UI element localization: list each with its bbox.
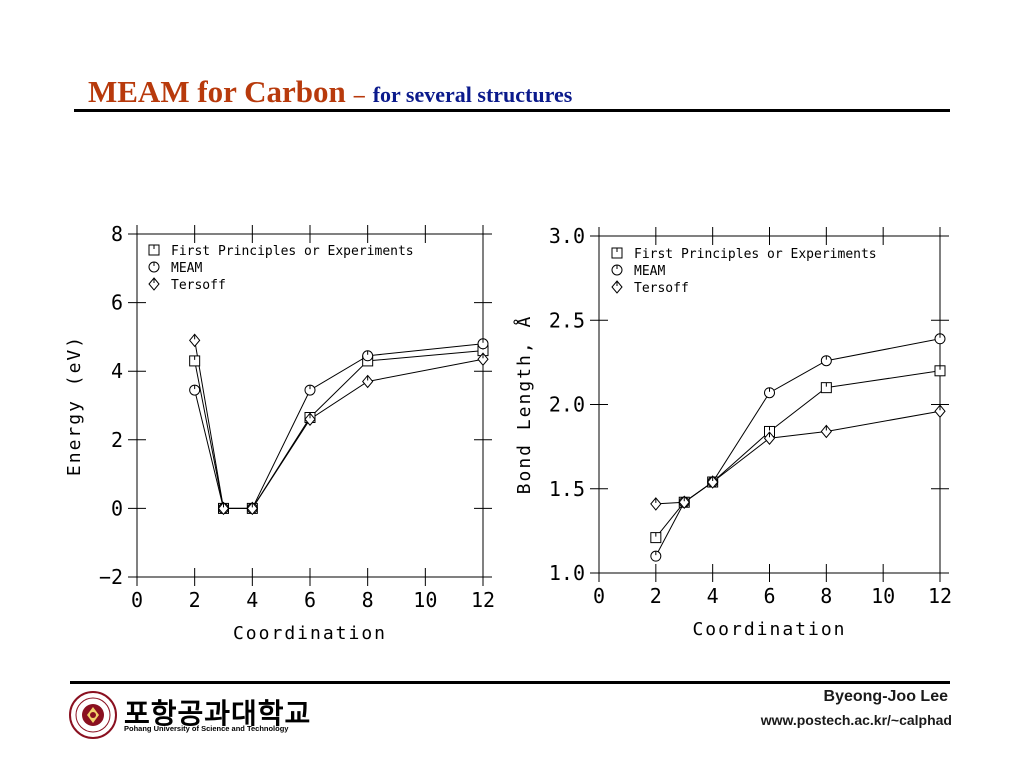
legend-marker-square	[148, 244, 160, 256]
data-point-circle	[189, 384, 201, 396]
x-axis-label: Coordination	[692, 619, 846, 640]
y-axis-label: Bond Length, Å	[513, 315, 535, 495]
data-point-diamond	[650, 497, 662, 511]
data-point-diamond	[217, 501, 230, 516]
legend-marker-square	[611, 247, 623, 259]
series-line-diamond	[655, 410, 941, 505]
data-point-circle	[477, 338, 489, 350]
data-point-circle	[934, 333, 946, 345]
legend-label: Tersoff	[171, 278, 226, 293]
y-tick-label: 4	[111, 359, 123, 383]
y-tick-label: 1.0	[549, 561, 585, 585]
x-tick-label: 12	[928, 584, 952, 608]
x-tick-label: 12	[471, 588, 495, 612]
title-subtitle: for several structures	[372, 82, 573, 107]
legend-marker-diamond	[148, 277, 160, 291]
x-tick-label: 6	[304, 588, 316, 612]
data-point-diamond	[820, 424, 832, 439]
footer-url[interactable]: www.postech.ac.kr/~calphad	[760, 712, 952, 728]
x-tick-label: 2	[650, 584, 662, 608]
data-point-diamond	[246, 501, 258, 516]
legend-marker-diamond	[611, 280, 623, 294]
university-seal-icon	[69, 691, 117, 739]
data-point-diamond	[362, 374, 374, 389]
data-point-diamond	[304, 412, 316, 427]
y-tick-label: 2.0	[549, 393, 585, 417]
series-line-circle	[655, 338, 941, 557]
x-tick-label: 0	[593, 584, 605, 608]
university-name-korean: 포항공과대학교	[124, 697, 312, 730]
y-tick-label: 0	[111, 496, 123, 520]
legend-label: First Principles or Experiments	[171, 244, 414, 259]
x-tick-label: 6	[763, 584, 775, 608]
data-point-diamond	[477, 352, 489, 366]
data-point-diamond	[189, 333, 201, 348]
data-point-circle	[304, 384, 316, 396]
series-line-square	[655, 370, 941, 538]
legend-label: MEAM	[634, 264, 665, 279]
x-tick-label: 8	[820, 584, 832, 608]
data-point-diamond	[934, 404, 946, 419]
legend-label: First Principles or Experiments	[634, 247, 877, 262]
data-point-square	[934, 365, 946, 377]
y-tick-label: −2	[99, 565, 123, 589]
x-tick-label: 10	[871, 584, 895, 608]
footer-author: Byeong-Joo Lee	[823, 688, 948, 705]
legend-marker-circle	[148, 261, 160, 273]
x-axis-label: Coordination	[233, 623, 387, 644]
x-tick-label: 8	[362, 588, 374, 612]
slide-title: MEAM for Carbon – for several structures	[88, 74, 572, 110]
y-tick-label: 2.5	[549, 308, 585, 332]
x-tick-label: 10	[413, 588, 437, 612]
y-tick-label: 6	[111, 291, 123, 315]
legend-label: Tersoff	[634, 281, 689, 296]
legend-marker-circle	[611, 264, 623, 276]
data-point-diamond	[707, 475, 719, 489]
y-tick-label: 8	[111, 222, 123, 246]
footer-rule	[70, 681, 950, 684]
legend-label: MEAM	[171, 261, 202, 276]
data-point-circle	[764, 387, 775, 399]
data-point-square	[820, 382, 832, 394]
data-point-circle	[820, 355, 832, 367]
x-tick-label: 0	[131, 588, 143, 612]
x-tick-label: 2	[189, 588, 201, 612]
title-underline	[74, 109, 950, 112]
data-point-circle	[650, 550, 662, 562]
x-tick-label: 4	[707, 584, 719, 608]
y-tick-label: 2	[111, 428, 123, 452]
series-line-diamond	[194, 340, 484, 509]
data-point-square	[650, 532, 662, 544]
title-main: MEAM for Carbon	[88, 74, 346, 109]
y-tick-label: 3.0	[549, 224, 585, 248]
series-line-circle	[194, 343, 484, 509]
title-dash: –	[353, 82, 365, 107]
y-tick-label: 1.5	[549, 477, 585, 501]
data-point-diamond	[763, 431, 776, 445]
data-point-diamond	[678, 495, 690, 510]
data-point-circle	[362, 350, 374, 362]
data-point-square	[189, 355, 201, 367]
y-axis-label: Energy (eV)	[64, 335, 85, 476]
university-name-english: Pohang University of Science and Technol…	[124, 724, 289, 733]
x-tick-label: 4	[246, 588, 258, 612]
